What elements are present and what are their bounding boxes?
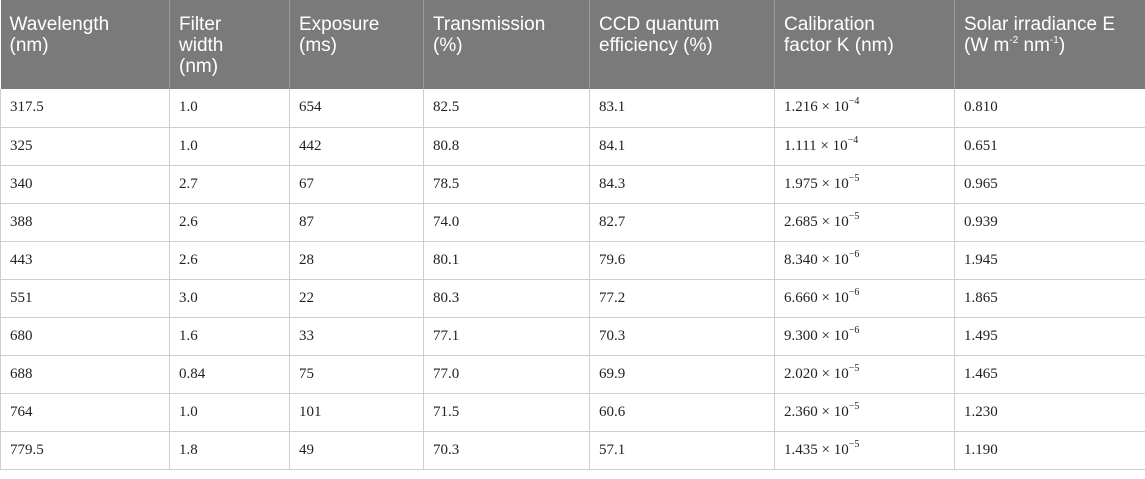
cell-ccd-quantum-efficiency: 84.1 — [589, 127, 775, 166]
cell-wavelength: 325 — [0, 127, 170, 166]
cell-exposure: 442 — [289, 127, 424, 166]
header-wavelength: Wavelength (nm) — [0, 0, 170, 89]
cell-calibration-factor: 1.975 × 10−5 — [774, 165, 955, 204]
table-row: 317.5 1.0 654 82.5 83.1 1.216 × 10−4 0.810 — [0, 89, 1145, 128]
cell-solar-irradiance: 0.651 — [954, 127, 1145, 166]
cell-filter-width: 2.6 — [169, 241, 290, 280]
cell-transmission: 80.3 — [423, 279, 590, 318]
cell-wavelength: 388 — [0, 203, 170, 242]
cell-calibration-factor: 2.020 × 10−5 — [774, 355, 955, 394]
cell-wavelength: 779.5 — [0, 431, 170, 470]
cell-exposure: 28 — [289, 241, 424, 280]
table-row: 764 1.0 101 71.5 60.6 2.360 × 10−5 1.230 — [0, 393, 1145, 432]
cell-transmission: 82.5 — [423, 89, 590, 128]
header-row: Wavelength (nm) Filter width (nm) Exposu… — [0, 0, 1145, 89]
cell-wavelength: 680 — [0, 317, 170, 356]
cell-transmission: 70.3 — [423, 431, 590, 470]
table-row: 325 1.0 442 80.8 84.1 1.111 × 10−4 0.651 — [0, 127, 1145, 166]
cell-calibration-factor: 2.685 × 10−5 — [774, 203, 955, 242]
cell-ccd-quantum-efficiency: 84.3 — [589, 165, 775, 204]
table-row: 688 0.84 75 77.0 69.9 2.020 × 10−5 1.465 — [0, 355, 1145, 394]
cell-filter-width: 1.0 — [169, 89, 290, 128]
cell-wavelength: 340 — [0, 165, 170, 204]
cell-calibration-factor: 1.435 × 10−5 — [774, 431, 955, 470]
cell-ccd-quantum-efficiency: 83.1 — [589, 89, 775, 128]
cell-solar-irradiance: 1.495 — [954, 317, 1145, 356]
cell-filter-width: 2.6 — [169, 203, 290, 242]
cell-solar-irradiance: 1.865 — [954, 279, 1145, 318]
header-transmission: Transmission (%) — [423, 0, 590, 89]
table-body: 317.5 1.0 654 82.5 83.1 1.216 × 10−4 0.810 325 1… — [0, 89, 1145, 470]
table-row: 680 1.6 33 77.1 70.3 9.300 × 10−6 1.495 — [0, 317, 1145, 356]
cell-exposure: 101 — [289, 393, 424, 432]
cell-calibration-factor: 1.216 × 10−4 — [774, 89, 955, 128]
cell-solar-irradiance: 0.965 — [954, 165, 1145, 204]
cell-filter-width: 1.0 — [169, 393, 290, 432]
header-calibration-factor: Calibration factor K (nm) — [774, 0, 955, 89]
cell-solar-irradiance: 1.465 — [954, 355, 1145, 394]
table-row: 551 3.0 22 80.3 77.2 6.660 × 10−6 1.865 — [0, 279, 1145, 318]
header-solar-irradiance: Solar irradiance E (W m-2 nm-1) — [954, 0, 1145, 89]
header-ccd-quantum-efficiency: CCD quantum efficiency (%) — [589, 0, 775, 89]
cell-transmission: 80.8 — [423, 127, 590, 166]
cell-filter-width: 1.6 — [169, 317, 290, 356]
cell-wavelength: 764 — [0, 393, 170, 432]
cell-exposure: 49 — [289, 431, 424, 470]
cell-ccd-quantum-efficiency: 60.6 — [589, 393, 775, 432]
cell-filter-width: 1.0 — [169, 127, 290, 166]
cell-wavelength: 551 — [0, 279, 170, 318]
cell-exposure: 75 — [289, 355, 424, 394]
cell-filter-width: 3.0 — [169, 279, 290, 318]
cell-filter-width: 2.7 — [169, 165, 290, 204]
cell-calibration-factor: 2.360 × 10−5 — [774, 393, 955, 432]
cell-wavelength: 688 — [0, 355, 170, 394]
cell-calibration-factor: 6.660 × 10−6 — [774, 279, 955, 318]
cell-exposure: 22 — [289, 279, 424, 318]
header-filter-width: Filter width (nm) — [169, 0, 290, 89]
table-row: 388 2.6 87 74.0 82.7 2.685 × 10−5 0.939 — [0, 203, 1145, 242]
table-row: 443 2.6 28 80.1 79.6 8.340 × 10−6 1.945 — [0, 241, 1145, 280]
cell-solar-irradiance: 1.190 — [954, 431, 1145, 470]
cell-ccd-quantum-efficiency: 69.9 — [589, 355, 775, 394]
cell-solar-irradiance: 1.230 — [954, 393, 1145, 432]
cell-exposure: 33 — [289, 317, 424, 356]
cell-wavelength: 443 — [0, 241, 170, 280]
cell-transmission: 77.0 — [423, 355, 590, 394]
cell-solar-irradiance: 0.810 — [954, 89, 1145, 128]
cell-filter-width: 1.8 — [169, 431, 290, 470]
cell-exposure: 87 — [289, 203, 424, 242]
cell-transmission: 78.5 — [423, 165, 590, 204]
cell-exposure: 67 — [289, 165, 424, 204]
header-exposure: Exposure (ms) — [289, 0, 424, 89]
cell-ccd-quantum-efficiency: 70.3 — [589, 317, 775, 356]
cell-solar-irradiance: 1.945 — [954, 241, 1145, 280]
table-row: 779.5 1.8 49 70.3 57.1 1.435 × 10−5 1.190 — [0, 431, 1145, 470]
cell-transmission: 71.5 — [423, 393, 590, 432]
cell-ccd-quantum-efficiency: 77.2 — [589, 279, 775, 318]
table-row: 340 2.7 67 78.5 84.3 1.975 × 10−5 0.965 — [0, 165, 1145, 204]
cell-solar-irradiance: 0.939 — [954, 203, 1145, 242]
cell-transmission: 74.0 — [423, 203, 590, 242]
cell-filter-width: 0.84 — [169, 355, 290, 394]
cell-calibration-factor: 9.300 × 10−6 — [774, 317, 955, 356]
cell-wavelength: 317.5 — [0, 89, 170, 128]
cell-ccd-quantum-efficiency: 82.7 — [589, 203, 775, 242]
cell-exposure: 654 — [289, 89, 424, 128]
cell-calibration-factor: 8.340 × 10−6 — [774, 241, 955, 280]
cell-ccd-quantum-efficiency: 79.6 — [589, 241, 775, 280]
cell-ccd-quantum-efficiency: 57.1 — [589, 431, 775, 470]
cell-calibration-factor: 1.111 × 10−4 — [774, 127, 955, 166]
cell-transmission: 80.1 — [423, 241, 590, 280]
cell-transmission: 77.1 — [423, 317, 590, 356]
